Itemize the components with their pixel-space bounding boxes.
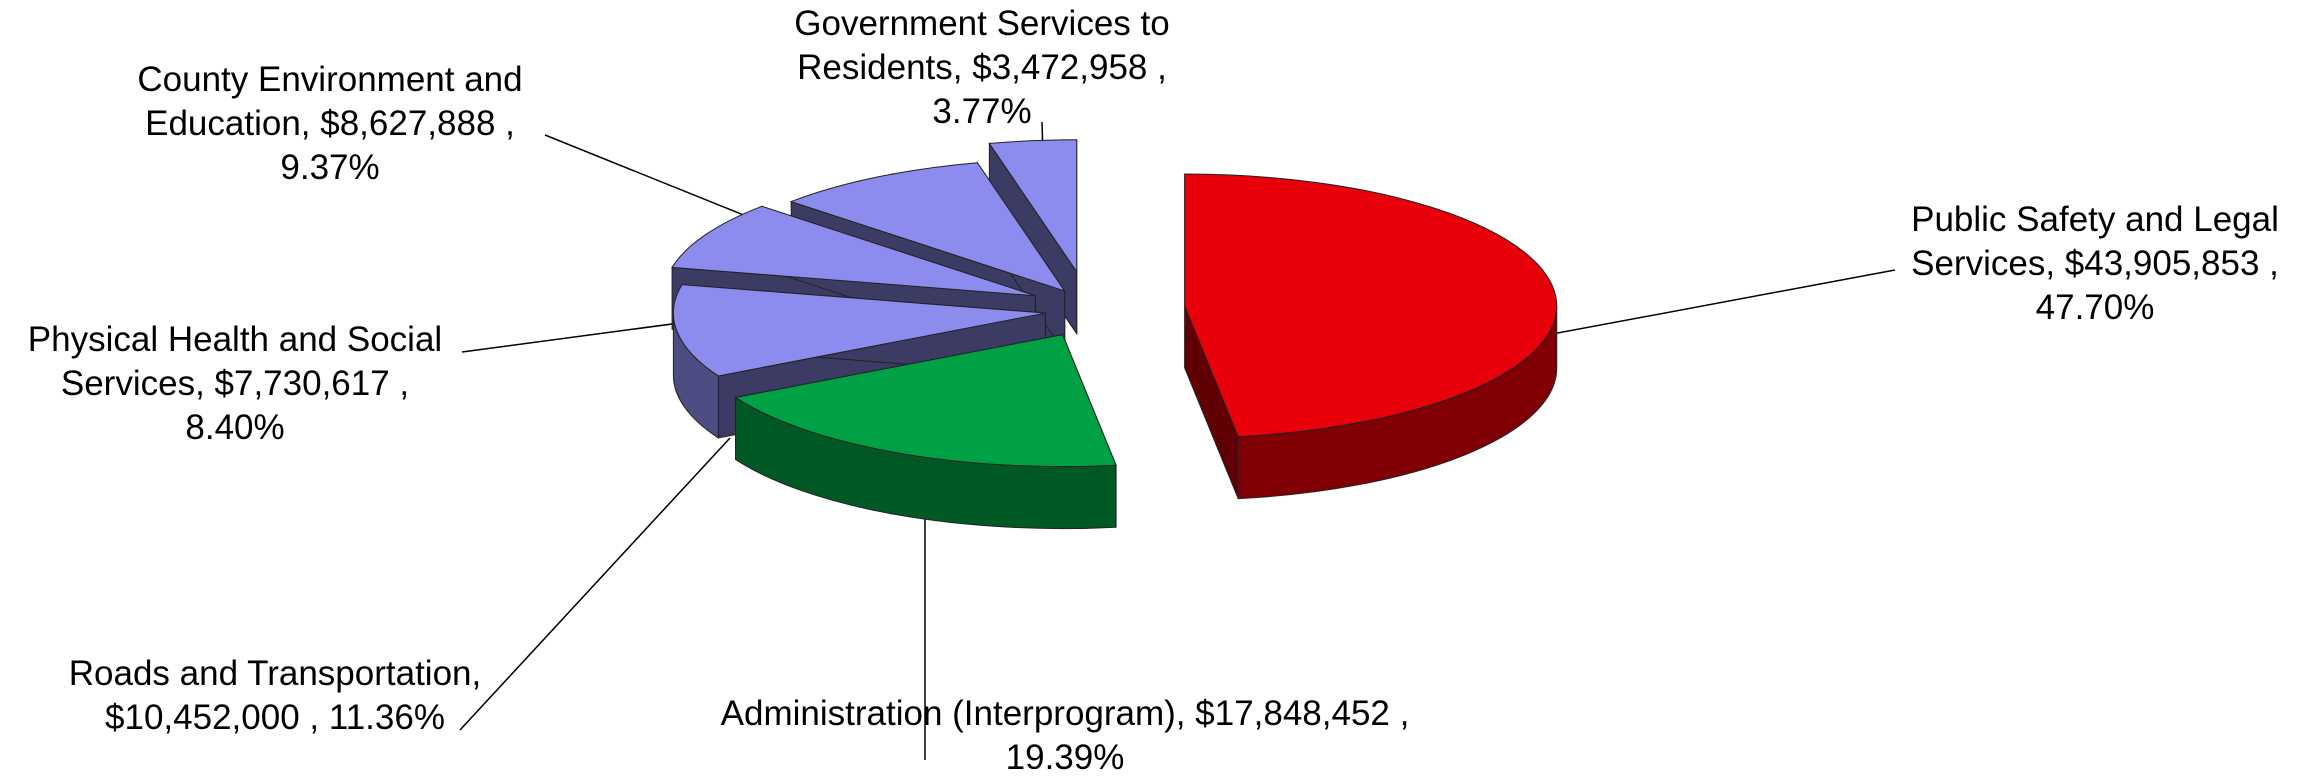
data-label-1-line-1: 19.39% <box>1005 738 1125 777</box>
data-label-3-line-1: Services, $7,730,617 , <box>60 364 410 403</box>
pie-slice-0 <box>1184 173 1558 500</box>
data-label-1-line-0: Administration (Interprogram), $17,848,4… <box>720 694 1410 733</box>
data-label-3-line-0: Physical Health and Social <box>27 320 443 359</box>
data-label-3: Physical Health and Social Services, $7,7… <box>10 318 460 450</box>
data-label-3-line-2: 8.40% <box>185 408 285 447</box>
data-label-5: Government Services to Residents, $3,472,… <box>782 2 1182 134</box>
data-label-1: Administration (Interprogram), $17,848,4… <box>690 692 1440 780</box>
data-label-4: County Environment and Education, $8,627,… <box>120 58 540 190</box>
data-label-2: Roads and Transportation, $10,452,000 , 1… <box>55 652 495 740</box>
data-label-4-line-0: County Environment and <box>137 60 523 99</box>
data-label-2-line-1: $10,452,000 , 11.36% <box>105 698 445 737</box>
data-label-4-line-2: 9.37% <box>280 148 380 187</box>
data-label-2-line-0: Roads and Transportation, <box>68 654 482 693</box>
data-label-5-line-2: 3.77% <box>932 92 1032 131</box>
data-label-0-line-2: 47.70% <box>2035 288 2155 327</box>
leader-lines <box>459 121 1896 760</box>
leader-line-2 <box>459 437 731 731</box>
data-label-5-line-0: Government Services to <box>794 4 1170 43</box>
pie-slices <box>671 139 1558 530</box>
data-label-5-line-1: Residents, $3,472,958 , <box>797 48 1167 87</box>
data-label-0-line-0: Public Safety and Legal <box>1911 200 2279 239</box>
data-label-0: Public Safety and Legal Services, $43,905… <box>1885 198 2305 330</box>
pie-slice-1 <box>734 333 1117 530</box>
data-label-0-line-1: Services, $43,905,853 , <box>1911 244 2279 283</box>
data-label-4-line-1: Education, $8,627,888 , <box>145 104 515 143</box>
